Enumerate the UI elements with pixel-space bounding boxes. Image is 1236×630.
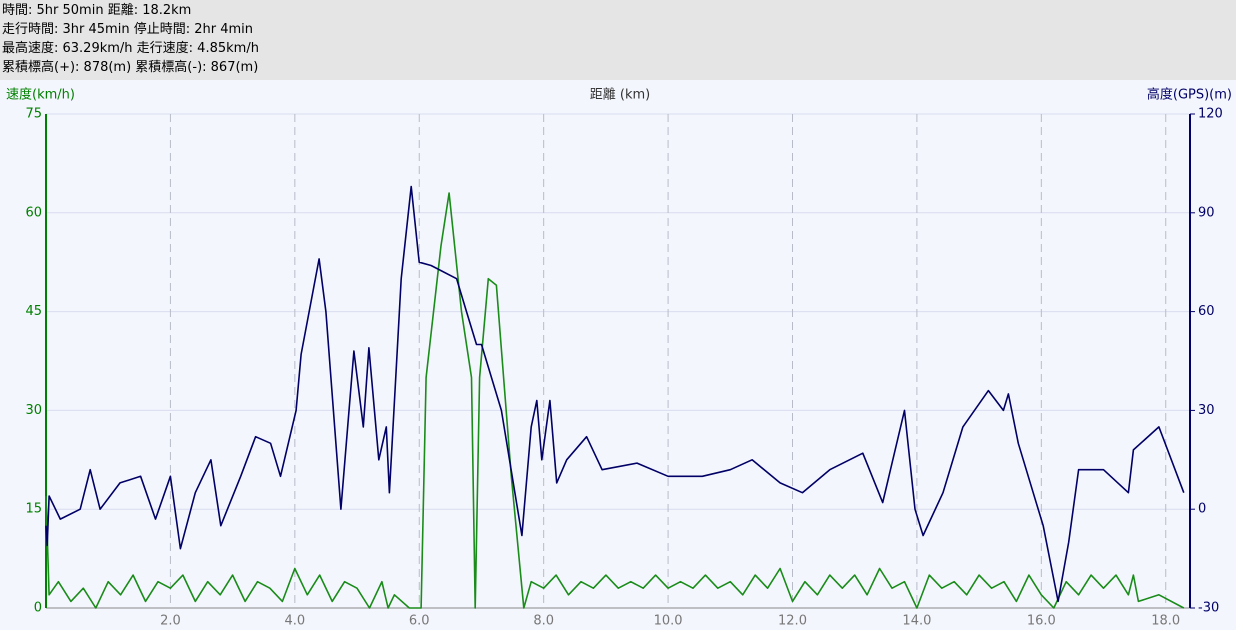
y2-tick-label: 60 [1198, 304, 1215, 319]
y2-tick-label: -30 [1198, 601, 1219, 616]
x-axis-label: 距離 (km) [590, 88, 650, 103]
y2-tick-label: 30 [1198, 403, 1215, 418]
x-tick-label: 10.0 [654, 614, 683, 629]
y2-tick-label: 0 [1198, 502, 1206, 517]
y-tick-label: 30 [25, 403, 42, 418]
y-tick-label: 45 [25, 304, 42, 319]
y2-axis-label: 高度(GPS)(m) [1147, 87, 1232, 103]
x-tick-label: 14.0 [902, 614, 931, 629]
y-tick-label: 0 [34, 601, 42, 616]
y-axis-label: 速度(km/h) [6, 87, 75, 103]
x-tick-label: 6.0 [409, 614, 430, 629]
summary-line: 時間: 5hr 50min 距離: 18.2km [2, 3, 192, 18]
summary-line: 走行時間: 3hr 45min 停止時間: 2hr 4min [2, 22, 253, 37]
y-tick-label: 15 [25, 502, 42, 517]
x-tick-label: 8.0 [533, 614, 554, 629]
series-line [45, 192, 1185, 609]
summary-line: 累積標高(+): 878(m) 累積標高(-): 867(m) [2, 60, 259, 75]
x-tick-label: 18.0 [1151, 614, 1180, 629]
x-tick-label: 16.0 [1027, 614, 1056, 629]
y2-tick-label: 120 [1198, 107, 1223, 122]
x-tick-label: 2.0 [160, 614, 181, 629]
y-tick-label: 60 [25, 205, 42, 220]
y2-tick-label: 90 [1198, 205, 1215, 220]
summary: 時間: 5hr 50min 距離: 18.2km 走行時間: 3hr 45min… [0, 0, 1236, 80]
x-tick-label: 4.0 [284, 614, 305, 629]
x-tick-label: 12.0 [778, 614, 807, 629]
series-line [45, 185, 1185, 603]
y-tick-label: 75 [25, 107, 42, 122]
summary-line: 最高速度: 63.29km/h 走行速度: 4.85km/h [2, 41, 259, 56]
